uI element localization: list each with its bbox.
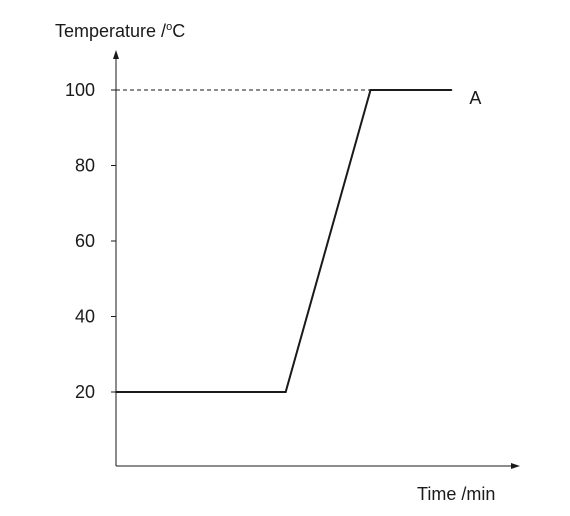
y-tick-label: 100: [65, 80, 95, 100]
y-axis-label-degree: o: [166, 21, 172, 33]
x-axis-label: Time /min: [417, 484, 495, 504]
series-point: [115, 391, 117, 393]
axes: [113, 50, 520, 469]
y-tick-label: 20: [75, 382, 95, 402]
y-axis-label-main: Temperature /: [55, 21, 166, 41]
series-points: [115, 89, 453, 393]
series-point: [450, 89, 453, 91]
x-axis-arrowhead: [511, 463, 520, 469]
series-line-temperature: [116, 89, 452, 393]
y-ticks: 20 40 60 80 100: [65, 80, 116, 402]
annotation-label: A: [469, 88, 481, 108]
annotations: A: [469, 88, 481, 108]
y-axis-label: Temperature /oC: [55, 21, 185, 41]
y-axis-arrowhead: [113, 50, 119, 59]
series-point: [284, 391, 287, 393]
y-tick-label: 60: [75, 231, 95, 251]
y-tick-label: 80: [75, 156, 95, 176]
y-tick-label: 40: [75, 307, 95, 327]
series-point: [369, 89, 372, 91]
y-axis-label-unit: C: [172, 21, 185, 41]
